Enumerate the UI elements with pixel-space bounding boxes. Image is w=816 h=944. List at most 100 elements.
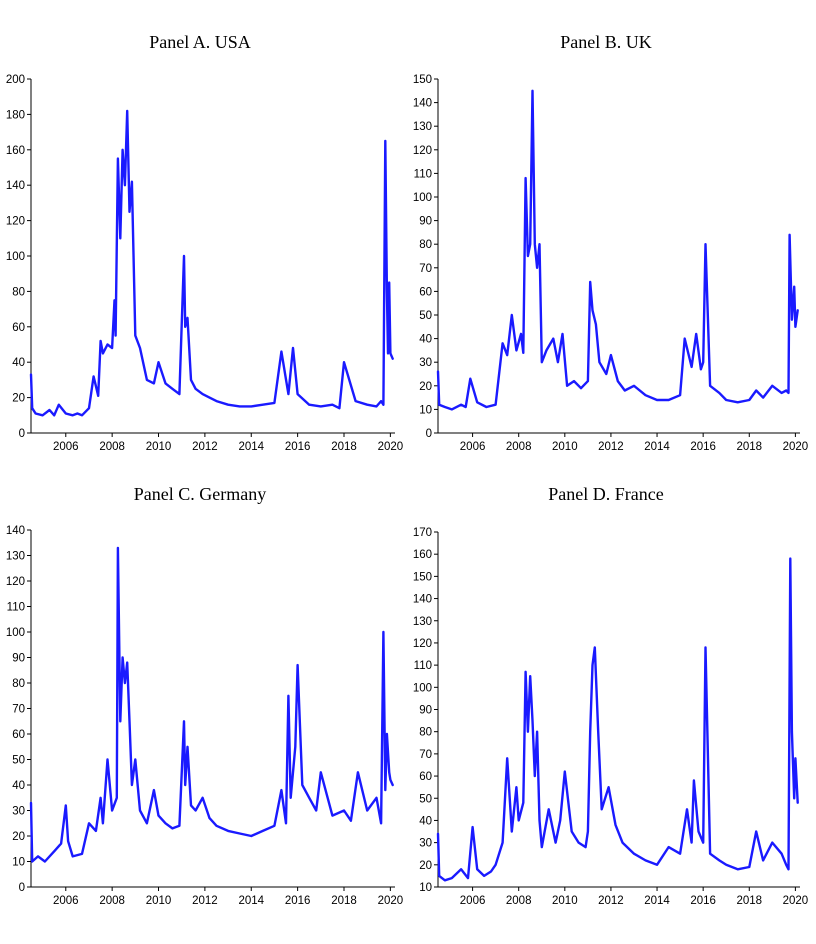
x-tick-label: 2016 (285, 895, 311, 907)
x-tick-label: 2010 (146, 895, 172, 907)
y-tick-label: 60 (419, 771, 432, 783)
x-tick-label: 2006 (460, 895, 486, 907)
y-tick-label: 90 (419, 216, 432, 228)
x-tick-label: 2010 (552, 895, 578, 907)
x-tick-label: 2016 (690, 895, 716, 907)
chart-panels: Panel A. USA0204060801001201401601802002… (6, 32, 808, 907)
x-tick-label: 2020 (378, 441, 404, 453)
series-line (436, 557, 799, 882)
y-tick-label: 10 (12, 857, 25, 869)
x-tick-label: 2020 (783, 895, 809, 907)
y-tick-label: 130 (413, 616, 432, 628)
y-tick-label: 70 (419, 749, 432, 761)
x-tick-label: 2016 (285, 441, 311, 453)
x-tick-label: 2006 (53, 895, 79, 907)
y-tick-label: 100 (413, 682, 432, 694)
y-tick-label: 30 (12, 806, 25, 818)
panel-title: Panel A. USA (149, 32, 251, 52)
y-tick-label: 70 (419, 263, 432, 275)
series-line (436, 89, 799, 411)
y-tick-label: 20 (419, 860, 432, 872)
chart-panel: Panel C. Germany 0 10 20 30 40 50 60 70 80 90 100 11… (6, 484, 403, 907)
y-tick-label: 40 (419, 815, 432, 827)
x-tick-label: 2006 (53, 441, 79, 453)
chart-panel: Panel D. France 10 20 30 40 50 60 70 80 90 100 110 1… (413, 484, 808, 907)
y-tick-label: 140 (413, 594, 432, 606)
y-tick-label: 30 (419, 357, 432, 369)
x-tick-label: 2016 (690, 441, 716, 453)
x-tick-label: 2008 (99, 441, 125, 453)
y-tick-label: 60 (419, 286, 432, 298)
y-tick-label: 20 (12, 393, 25, 405)
y-tick-label: 30 (419, 838, 432, 850)
y-tick-label: 60 (12, 322, 25, 334)
y-tick-label: 50 (419, 310, 432, 322)
y-tick-label: 0 (19, 882, 25, 894)
x-tick-label: 2010 (146, 441, 172, 453)
chart-panel: Panel B. UK 0 10 20 30 40 50 60 70 80 90 100 110 120 1… (413, 32, 808, 453)
y-tick-label: 0 (426, 428, 432, 440)
y-tick-label: 160 (413, 549, 432, 561)
x-tick-label: 2018 (331, 895, 357, 907)
y-tick-label: 200 (6, 74, 25, 86)
y-tick-label: 0 (19, 428, 25, 440)
chart-panel: Panel A. USA 0 20 40 60 80 100 120 140 160 180 200 2… (6, 32, 403, 453)
y-tick-label: 110 (414, 660, 432, 672)
y-tick-label: 40 (12, 780, 25, 792)
x-tick-label: 2010 (552, 441, 578, 453)
y-tick-label: 170 (413, 527, 432, 539)
x-tick-label: 2014 (644, 441, 670, 453)
x-tick-label: 2012 (598, 441, 624, 453)
y-tick-label: 110 (414, 168, 432, 180)
y-tick-label: 150 (413, 74, 432, 86)
x-tick-label: 2018 (736, 895, 762, 907)
y-tick-label: 80 (419, 727, 432, 739)
x-tick-label: 2018 (736, 441, 762, 453)
y-tick-label: 50 (12, 755, 25, 767)
y-tick-label: 60 (12, 729, 25, 741)
y-tick-label: 10 (419, 404, 432, 416)
series-line (29, 546, 394, 863)
y-tick-label: 100 (6, 251, 25, 263)
y-tick-label: 100 (413, 192, 432, 204)
y-tick-label: 40 (419, 334, 432, 346)
y-tick-label: 140 (413, 98, 432, 110)
y-tick-label: 110 (7, 602, 25, 614)
x-tick-label: 2012 (192, 895, 218, 907)
panel-title: Panel C. Germany (134, 484, 266, 504)
x-tick-label: 2006 (460, 441, 486, 453)
y-tick-label: 130 (413, 121, 432, 133)
y-tick-label: 90 (419, 705, 432, 717)
y-tick-label: 20 (12, 831, 25, 843)
y-tick-label: 80 (12, 678, 25, 690)
y-tick-label: 50 (419, 793, 432, 805)
y-tick-label: 120 (6, 576, 25, 588)
y-tick-label: 70 (12, 704, 25, 716)
x-tick-label: 2020 (378, 895, 404, 907)
x-tick-label: 2012 (192, 441, 218, 453)
y-tick-label: 140 (6, 525, 25, 537)
y-tick-label: 120 (413, 145, 432, 157)
y-tick-label: 80 (12, 286, 25, 298)
y-tick-label: 120 (6, 216, 25, 228)
y-tick-label: 140 (6, 180, 25, 192)
x-tick-label: 2014 (238, 441, 264, 453)
y-tick-label: 180 (6, 109, 25, 121)
panel-title: Panel B. UK (560, 32, 652, 52)
y-tick-label: 100 (6, 627, 25, 639)
x-tick-label: 2014 (238, 895, 264, 907)
panel-title: Panel D. France (548, 484, 663, 504)
x-tick-label: 2018 (331, 441, 357, 453)
y-tick-label: 120 (413, 638, 432, 650)
y-tick-label: 90 (12, 653, 25, 665)
y-tick-label: 80 (419, 239, 432, 251)
y-tick-label: 40 (12, 357, 25, 369)
y-tick-label: 150 (413, 571, 432, 583)
y-tick-label: 10 (419, 882, 432, 894)
series-line (29, 109, 394, 417)
y-tick-label: 20 (419, 381, 432, 393)
x-tick-label: 2020 (783, 441, 809, 453)
